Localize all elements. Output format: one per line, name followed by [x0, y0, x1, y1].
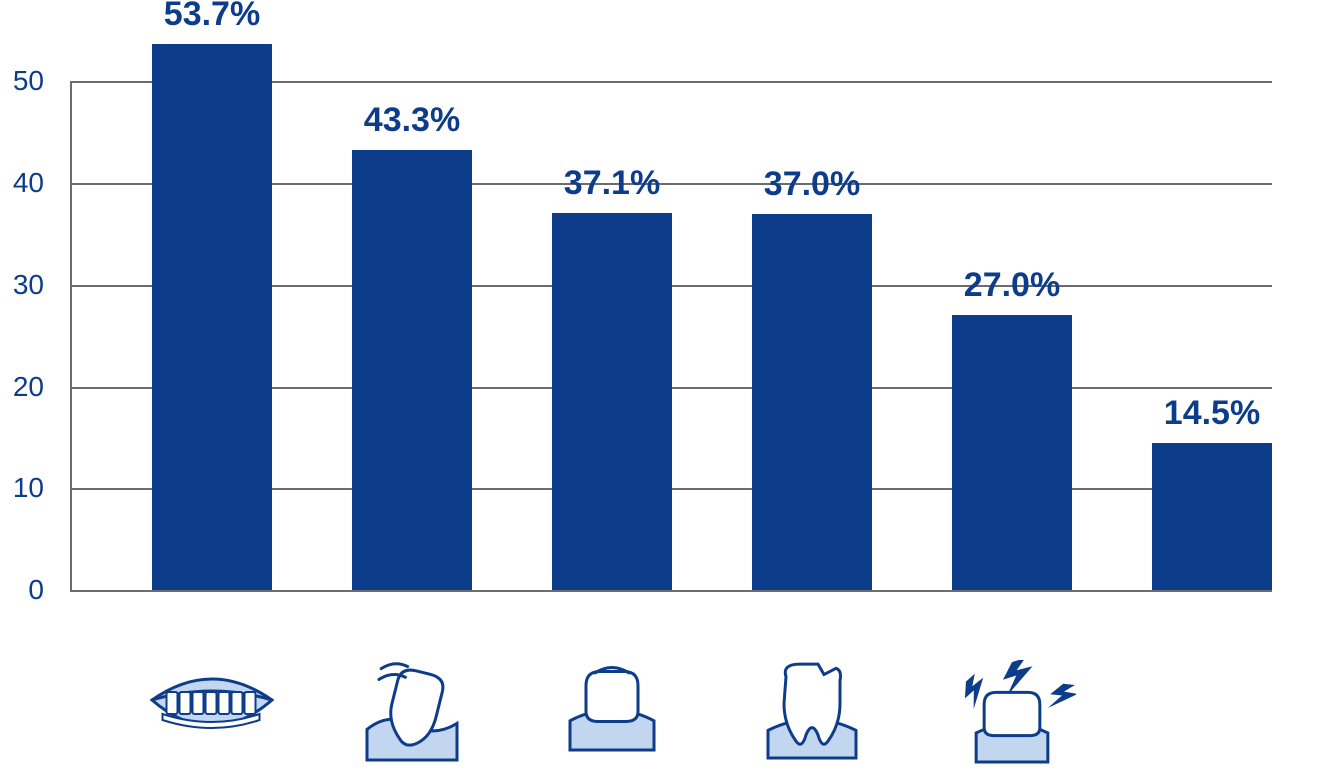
plot-area: 0102030405053.7%43.3%37.1%37.0%27.0%14.5…	[72, 0, 1272, 590]
y-tick-label: 50	[0, 65, 44, 97]
bar	[552, 213, 672, 590]
bar-value-label: 37.0%	[712, 165, 912, 204]
bar	[152, 44, 272, 590]
smile-teeth-icon	[146, 660, 278, 740]
y-tick-label: 40	[0, 167, 44, 199]
y-tick-label: 0	[0, 574, 44, 606]
bar	[1152, 443, 1272, 591]
y-tick-label: 10	[0, 472, 44, 504]
bar-value-label: 53.7%	[112, 0, 312, 34]
chipped-tooth-icon	[760, 660, 864, 764]
bar-value-label: 27.0%	[912, 266, 1112, 305]
loose-tooth-icon	[357, 660, 467, 768]
bar	[352, 150, 472, 590]
y-tick-label: 20	[0, 371, 44, 403]
bar-value-label: 14.5%	[1112, 394, 1312, 433]
bar-value-label: 43.3%	[312, 101, 512, 140]
bar-value-label: 37.1%	[512, 164, 712, 203]
y-tick-label: 30	[0, 269, 44, 301]
tooth-gum-icon	[562, 660, 662, 756]
y-axis-line	[70, 81, 72, 590]
bar-chart: 0 10 20 30 40 50 53.7% 43.3%37.1%37.0% 27.0% 14.5…	[0, 0, 1320, 768]
bar	[752, 214, 872, 590]
bar	[952, 315, 1072, 590]
x-axis-line	[70, 590, 1272, 592]
tooth-pain-icon	[948, 660, 1076, 768]
